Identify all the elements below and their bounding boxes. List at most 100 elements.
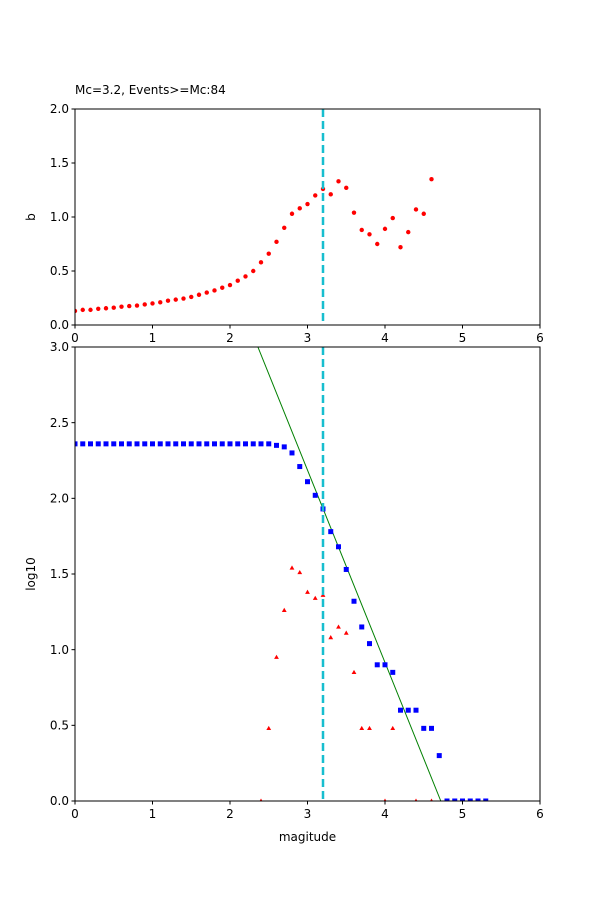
b-value-point	[75, 308, 78, 314]
b-value-point	[96, 306, 101, 311]
cumulative-count-point	[413, 707, 419, 713]
b-value-point	[382, 226, 388, 232]
cumulative-count-point	[250, 441, 256, 447]
x-tick-label: 2	[226, 331, 234, 345]
b-value-y-ticks: 0.0 0.5 1.0 1.5 2.0	[50, 102, 75, 332]
b-value-point	[181, 296, 186, 301]
cumulative-count-point	[266, 441, 272, 447]
x-axis-label: magitude	[279, 830, 336, 844]
cumulative-count-point	[173, 441, 179, 447]
b-value-point	[173, 297, 178, 302]
cumulative-count-point	[289, 450, 295, 456]
noncumulative-count-point	[289, 565, 295, 570]
b-value-point	[351, 210, 357, 215]
b-value-point	[282, 225, 287, 230]
y-tick-label: 2.0	[50, 102, 69, 116]
noncumulative-count-point	[281, 607, 287, 612]
b-value-point	[80, 307, 85, 313]
b-value-point	[251, 268, 256, 274]
b-value-point	[212, 288, 217, 293]
cumulative-count-point	[142, 441, 148, 447]
frequency-magnitude-axes-frame	[74, 346, 541, 802]
b-value-point	[336, 179, 341, 184]
b-value-point	[189, 294, 194, 300]
b-value-point	[266, 251, 271, 256]
cumulative-count-point	[150, 441, 155, 447]
b-value-x-ticks: 0 1 2 3 4 5 6	[71, 325, 544, 345]
x-tick-label: 5	[459, 331, 467, 345]
noncumulative-count-point	[343, 630, 349, 635]
y-tick-label: 1.0	[50, 210, 69, 224]
noncumulative-count-point	[367, 725, 372, 731]
noncumulative-count-point	[414, 798, 418, 801]
x-tick-label: 1	[149, 807, 157, 821]
frequency-magnitude-x-ticks: 0 1 2 3 4 5 6	[71, 801, 544, 821]
cumulative-count-point	[405, 707, 411, 713]
b-value-point	[243, 274, 248, 279]
cumulative-count-point	[111, 441, 117, 447]
cumulative-count-point	[421, 725, 427, 731]
noncumulative-count-point	[336, 624, 341, 629]
y-tick-label: 0.0	[50, 794, 69, 808]
noncumulative-count-point	[297, 569, 303, 575]
cumulative-count-point	[483, 798, 489, 801]
b-value-point	[220, 285, 225, 290]
noncumulative-count-point	[359, 725, 365, 731]
b-value-point	[103, 306, 109, 311]
cumulative-count-point	[235, 441, 241, 447]
cumulative-count-point	[281, 444, 287, 450]
cumulative-count-point	[460, 798, 465, 801]
cumulative-count-point	[444, 798, 450, 801]
noncumulative-count-point	[328, 635, 334, 640]
b-value-point	[150, 301, 155, 306]
noncumulative-count-point	[390, 725, 396, 731]
x-tick-label: 3	[304, 807, 312, 821]
cumulative-count-point	[429, 725, 434, 731]
cumulative-count-point	[181, 441, 186, 447]
b-value-point	[406, 229, 411, 235]
cumulative-count-point	[196, 441, 202, 447]
b-value-point	[134, 303, 140, 308]
x-tick-label: 4	[381, 807, 389, 821]
cumulative-count-point	[336, 544, 341, 550]
cumulative-count-point	[258, 441, 264, 447]
b-value-point	[158, 300, 163, 305]
cumulative-count-point	[297, 464, 303, 470]
cumulative-count-point	[134, 441, 140, 447]
cumulative-count-point	[398, 707, 403, 713]
b-value-point	[390, 215, 395, 221]
y-tick-label: 1.5	[50, 567, 69, 581]
y-tick-label: 0.0	[50, 318, 69, 332]
y-tick-label: 0.5	[50, 264, 69, 278]
noncumulative-count-point	[430, 798, 433, 801]
cumulative-count-point	[75, 441, 78, 447]
b-value-point	[367, 232, 372, 237]
b-value-point	[165, 298, 171, 303]
cumulative-count-point	[88, 441, 93, 447]
b-value-axes: Mc=3.2, Events>=Mc:84 0 1 2 3 4 5 6 0.0 0.5 1.0 1…	[24, 83, 544, 345]
cumulative-count-point	[119, 441, 124, 447]
b-value-point	[328, 192, 333, 197]
b-value-point	[313, 193, 318, 198]
cumulative-count-point	[274, 442, 279, 448]
y-tick-label: 2.5	[50, 416, 69, 430]
cumulative-count-point	[328, 529, 334, 535]
frequency-magnitude-y-ticks: 0.0 0.5 1.0 1.5 2.0 2.5 3.0	[50, 340, 75, 808]
cumulative-count-point	[436, 753, 442, 759]
noncumulative-count-point	[383, 798, 387, 801]
b-value-point	[305, 201, 310, 207]
x-tick-label: 5	[459, 807, 467, 821]
b-value-point	[196, 292, 202, 297]
b-value-point	[398, 245, 403, 250]
cumulative-count-point	[165, 441, 171, 447]
cumulative-count-point	[227, 441, 233, 447]
frequency-magnitude-axes: 0 1 2 3 4 5 6 0.0 0.5 1.0 1.5 2.0 2.5 3.0 magitude l…	[24, 340, 544, 844]
cumulative-count-point	[103, 441, 109, 447]
cumulative-count-point	[382, 662, 388, 668]
b-value-point	[429, 177, 434, 182]
b-value-point	[88, 307, 93, 313]
cumulative-count-point	[367, 641, 372, 647]
x-tick-label: 2	[226, 807, 234, 821]
b-value-point	[297, 206, 302, 211]
